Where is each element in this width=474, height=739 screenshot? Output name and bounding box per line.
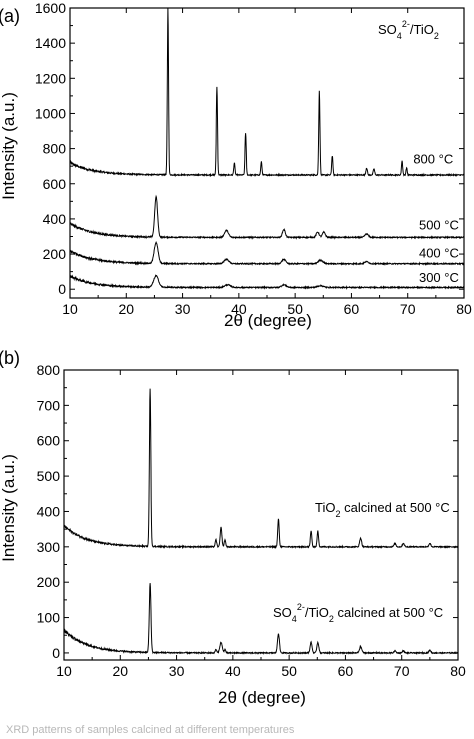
panel-b-plot-area: 10 20 30 40 50 60 70 80010020030040050060070080…: [37, 362, 466, 679]
y-tick-label: 1200: [35, 70, 66, 86]
figure-caption-fragment: XRD patterns of samples calcined at diff…: [6, 724, 295, 736]
y-tick-label: 1400: [35, 35, 66, 51]
x-tick-label: 60: [344, 301, 360, 317]
x-tick-label: 20: [112, 663, 128, 679]
series-temperature-label: 500 °C: [419, 217, 459, 232]
panel-b-chart: 10 20 30 40 50 60 70 80010020030040050060070080…: [0, 348, 466, 707]
x-tick-label: 70: [394, 663, 410, 679]
panel-b-label: (b): [0, 348, 20, 368]
xrd-series-line: [63, 388, 459, 550]
y-tick-label: 800: [43, 141, 67, 157]
panel-a-label: (a): [0, 6, 20, 26]
series-label-tio2: TiO2 calcined at 500 °C: [315, 500, 450, 519]
xrd-series-line: [69, 194, 465, 240]
x-tick-label: 50: [287, 301, 303, 317]
y-tick-label: 500: [37, 468, 61, 484]
xrd-series-line: [69, 274, 465, 290]
x-tick-label: 20: [118, 301, 134, 317]
y-tick-label: 1600: [35, 0, 66, 16]
panel-a-chart: 10 20 30 40 50 60 70 80020040060080010001200140…: [0, 0, 472, 330]
x-tick-label: 40: [225, 663, 241, 679]
xrd-series-line: [69, 7, 464, 178]
y-tick-label: 200: [37, 574, 61, 590]
y-tick-label: 1000: [35, 105, 66, 121]
y-tick-label: 700: [37, 397, 61, 413]
x-tick-label: 30: [175, 301, 191, 317]
series-temperature-label: 800 °C: [413, 152, 453, 167]
x-tick-label: 40: [231, 301, 247, 317]
y-tick-label: 0: [52, 645, 60, 661]
series-temperature-label: 400 °C: [419, 246, 459, 261]
y-tick-label: 100: [37, 610, 61, 626]
x-tick-label: 30: [169, 663, 185, 679]
panel-a-plot-area: 10 20 30 40 50 60 70 80020040060080010001200140…: [35, 0, 472, 317]
x-tick-label: 50: [281, 663, 297, 679]
panel-a-sample-annotation: SO42-/TiO2: [378, 19, 439, 41]
y-tick-label: 600: [37, 433, 61, 449]
xrd-series-line: [63, 583, 459, 656]
series-temperature-label: 300 °C: [419, 270, 459, 285]
panel-a-x-axis-label: 2θ (degree): [224, 311, 312, 330]
x-tick-label: 10: [56, 663, 72, 679]
series-label-so4-tio2: SO42-/TiO2 calcined at 500 °C: [273, 602, 443, 624]
panel-b-y-axis-label: Intensity (a.u.): [0, 454, 18, 562]
y-tick-label: 800: [37, 362, 61, 378]
x-tick-label: 10: [62, 301, 78, 317]
panel-a-y-axis-label: Intensity (a.u.): [0, 92, 18, 200]
xrd-series-line: [69, 241, 465, 266]
plot-frame: [69, 7, 465, 299]
y-tick-label: 0: [58, 281, 66, 297]
x-tick-label: 80: [450, 663, 466, 679]
y-tick-label: 300: [37, 539, 61, 555]
y-tick-label: 600: [43, 176, 67, 192]
x-tick-label: 70: [400, 301, 416, 317]
x-tick-label: 60: [338, 663, 354, 679]
y-tick-label: 200: [43, 246, 67, 262]
y-tick-label: 400: [43, 211, 67, 227]
x-tick-label: 80: [456, 301, 472, 317]
panel-b-x-axis-label: 2θ (degree): [218, 688, 306, 707]
y-tick-label: 400: [37, 503, 61, 519]
